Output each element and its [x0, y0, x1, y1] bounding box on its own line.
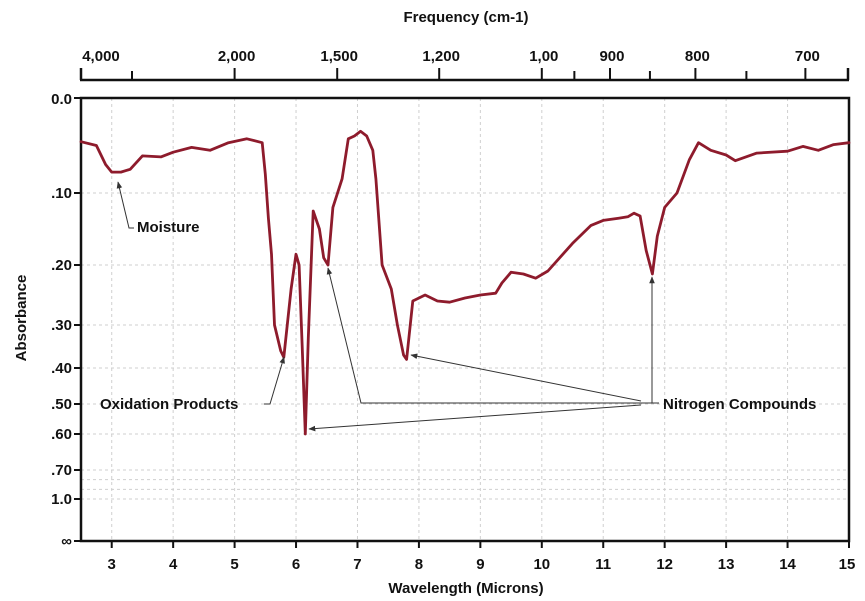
- x-tick-label: 15: [839, 556, 856, 573]
- top-tick-label: 1,200: [422, 48, 460, 65]
- x-tick-label: 14: [779, 556, 796, 573]
- x-tick-label: 11: [595, 556, 611, 573]
- y-axis-title: Absorbance: [13, 275, 30, 362]
- y-tick-label: .10: [51, 185, 72, 202]
- arrow-nitrogen-3: [641, 276, 655, 404]
- y-tick-label: .50: [51, 396, 72, 413]
- y-tick-label: .40: [51, 360, 72, 377]
- top-tick-label: 1,00: [529, 48, 558, 65]
- y-tick-label: 0.0: [51, 91, 72, 108]
- grid: [81, 98, 849, 541]
- y-tick-label: .60: [51, 426, 72, 443]
- x-tick-label: 3: [108, 556, 116, 573]
- annotation-nitrogen-compounds: Nitrogen Compounds: [663, 396, 816, 413]
- top-tick-label: 700: [795, 48, 820, 65]
- y-tick-label: .70: [51, 462, 72, 479]
- spectrum-line: [79, 129, 851, 436]
- y-tick-label: 1.0: [51, 491, 72, 508]
- y-tick-label: .30: [51, 317, 72, 334]
- x-tick-label: 10: [533, 556, 550, 573]
- arrow-nitrogen-1: [326, 267, 659, 404]
- x-axis-title: Wavelength (Microns): [388, 580, 543, 597]
- y-tick-label: ∞: [61, 533, 72, 550]
- top-tick-label: 900: [599, 48, 624, 65]
- x-tick-label: 6: [292, 556, 300, 573]
- top-tick-label: 1,500: [320, 48, 358, 65]
- x-tick-label: 13: [718, 556, 735, 573]
- top-tick-label: 800: [685, 48, 710, 65]
- y-tick-label: .20: [51, 257, 72, 274]
- x-tick-label: 9: [476, 556, 484, 573]
- x-tick-label: 12: [656, 556, 673, 573]
- plot-frame: [79, 96, 851, 543]
- y-axis-ticks: 0.0 .10 .20 .30 .40 .50 .60 .70 1.0 ∞: [51, 91, 81, 550]
- arrow-moisture: [116, 181, 134, 229]
- top-axis-ticks: 4,000 2,000 1,500 1,200 1,00 900 800 700: [82, 48, 820, 80]
- annotation-oxidation-products: Oxidation Products: [100, 396, 238, 413]
- x-tick-label: 7: [353, 556, 361, 573]
- arrow-nitrogen-4: [308, 404, 642, 432]
- arrow-oxidation: [264, 356, 285, 405]
- annotations: Moisture Oxidation Products Nitrogen Com…: [100, 181, 816, 432]
- annotation-moisture: Moisture: [137, 219, 200, 236]
- x-axis-ticks: 3 4 5 6 7 8 9 10 11 12 13 14 15: [108, 541, 856, 573]
- x-tick-label: 5: [230, 556, 238, 573]
- arrow-nitrogen-2: [410, 353, 642, 402]
- x-tick-label: 8: [415, 556, 423, 573]
- top-tick-label: 2,000: [218, 48, 256, 65]
- top-axis-title: Frequency (cm-1): [403, 9, 528, 26]
- top-tick-label: 4,000: [82, 48, 120, 65]
- x-tick-label: 4: [169, 556, 178, 573]
